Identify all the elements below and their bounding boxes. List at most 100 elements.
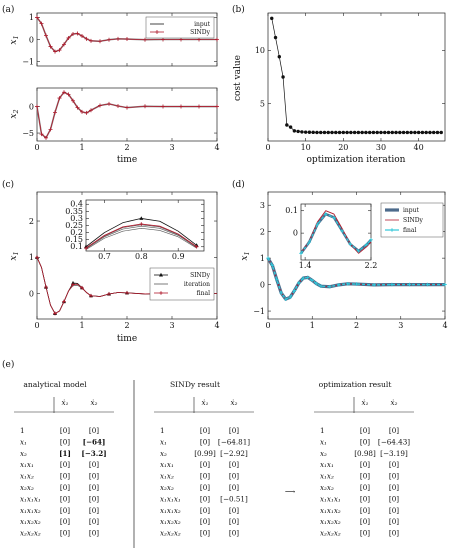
row-term: x₁x₁x₁ xyxy=(20,494,41,503)
cell-x2dot: [0] xyxy=(389,460,399,469)
y-tick-label: −5 xyxy=(22,129,34,138)
sindy-marker xyxy=(62,90,66,95)
cell-x1dot: [0] xyxy=(60,426,70,435)
inset-final-marker xyxy=(369,238,373,242)
inset-input xyxy=(299,212,372,255)
y-axis-label: x1 xyxy=(9,35,20,44)
y-axis-label-base: x xyxy=(9,256,19,261)
cost-point xyxy=(371,130,376,135)
sindy-marker xyxy=(84,110,89,115)
y-tick-label: 0.1 xyxy=(285,206,298,215)
row-term: x₁x₂ xyxy=(160,472,174,481)
row-term: x₁x₁ xyxy=(160,460,174,469)
cell-x2dot: [0] xyxy=(89,483,99,492)
cost-point xyxy=(398,130,402,135)
table-sindy: SINDy result ẋ₁ ẋ₂ 1 [0] [0] x₁ [0] [−64.81] x₂ [0… xyxy=(154,380,254,538)
sindy-marker xyxy=(143,37,147,42)
cost-point xyxy=(420,130,425,135)
cell-x2dot: [0] xyxy=(89,460,99,469)
y-axis-label: x1 xyxy=(9,251,20,260)
cost-point xyxy=(311,130,315,135)
cell-x2dot: [0] xyxy=(389,494,399,503)
y-axis-label-subscript: 2 xyxy=(12,109,20,114)
x-tick-label: 10 xyxy=(301,143,311,152)
cost-point xyxy=(330,130,334,135)
final-marker xyxy=(107,292,111,296)
sindy-marker xyxy=(107,101,111,106)
cost-point xyxy=(270,16,274,21)
cost-point xyxy=(432,130,436,135)
cell-x2dot: [0] xyxy=(89,426,99,435)
cell-x2dot: [0] xyxy=(89,506,99,515)
series-input xyxy=(36,91,217,139)
row-term: 1 xyxy=(20,426,25,435)
column-header: ẋ₁ xyxy=(202,398,209,407)
legend-label: SINDy xyxy=(403,217,424,224)
cost-point xyxy=(375,130,379,135)
final-marker xyxy=(425,282,430,287)
inset-sindy xyxy=(300,210,372,254)
cost-point xyxy=(413,130,417,135)
panel-label-b: (b) xyxy=(232,4,245,15)
cell-x2dot: [0] xyxy=(229,460,239,469)
final-marker xyxy=(292,288,297,293)
row-term: x₂x₂x₂ xyxy=(320,529,341,538)
cost-point xyxy=(439,130,443,135)
y-tick-label: 0.25 xyxy=(65,221,83,230)
sindy-marker xyxy=(39,21,44,26)
final-marker xyxy=(301,276,306,280)
cell-x1dot: [0] xyxy=(360,460,370,469)
y-tick-label: 0 xyxy=(260,280,265,289)
sindy-marker xyxy=(80,109,84,114)
final-marker xyxy=(319,284,323,288)
x-tick-label: 0 xyxy=(34,321,39,330)
x-tick-label: 1 xyxy=(310,321,315,330)
series-final xyxy=(267,257,445,300)
cost-point xyxy=(386,130,391,135)
cell-x1dot: [0] xyxy=(360,494,370,503)
cell-x1dot: [0] xyxy=(360,529,370,538)
cell-x2dot: [0] xyxy=(89,472,99,481)
final-marker xyxy=(71,282,75,287)
legend-label: iteration xyxy=(184,281,210,288)
arrow: ⟶ xyxy=(285,487,296,496)
sindy-marker xyxy=(44,135,48,140)
sindy-marker xyxy=(57,48,62,53)
final-marker xyxy=(53,311,57,316)
y-axis-label-base: x xyxy=(9,114,19,119)
cost-point xyxy=(428,130,432,135)
legend-marker xyxy=(159,272,163,277)
x-tick-label: 2 xyxy=(124,321,129,330)
sindy-marker xyxy=(53,49,57,54)
plot-frame xyxy=(36,87,218,142)
row-term: x₁x₁x₁ xyxy=(160,494,181,503)
x-tick-label: 2.2 xyxy=(365,261,378,270)
row-term: x₁x₁ xyxy=(20,460,34,469)
x-tick-label: 1.4 xyxy=(299,261,312,270)
cell-x2dot: [0] xyxy=(229,472,239,481)
inset-iteration xyxy=(85,225,197,250)
sindy-marker xyxy=(116,36,120,41)
cost-point xyxy=(352,130,357,135)
inset-final-marker xyxy=(315,222,320,226)
final-marker xyxy=(310,278,315,283)
cell-x1dot: [0] xyxy=(200,460,210,469)
y-axis-label: cost value xyxy=(233,55,243,101)
sindy-marker xyxy=(215,37,219,42)
x-tick-label: 40 xyxy=(414,143,424,152)
row-term: x₁x₂x₂ xyxy=(320,517,341,526)
series-sindy xyxy=(36,17,217,53)
sindy-marker xyxy=(98,39,102,44)
cost-point xyxy=(285,123,289,127)
cell-x2dot: [0] xyxy=(389,483,399,492)
y-axis-label-subscript: 1 xyxy=(12,251,20,255)
cost-point xyxy=(383,130,387,135)
inset-sindy-marker xyxy=(139,216,144,220)
chart-b-cost: 0 10 20 30 40 5 10 cost value optimization itera… xyxy=(233,12,446,165)
sindy-marker xyxy=(57,96,62,101)
final-marker xyxy=(266,256,270,260)
sindy-marker xyxy=(161,104,165,109)
